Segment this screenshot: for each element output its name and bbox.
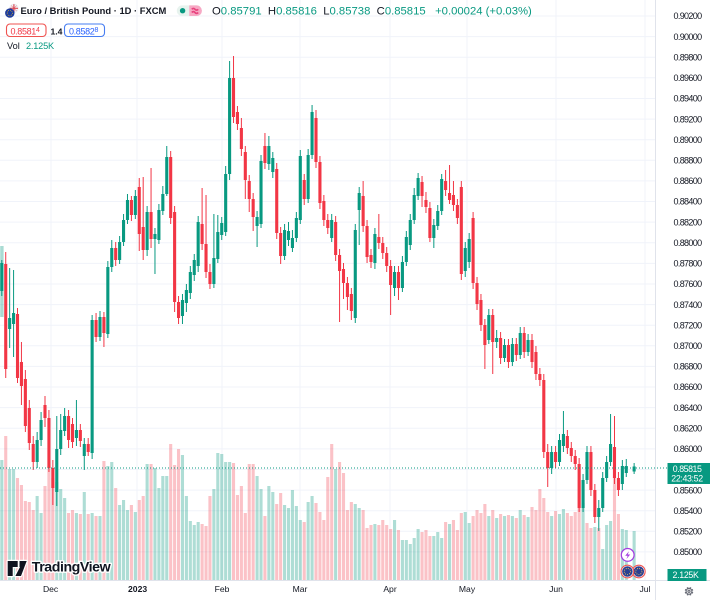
svg-text:0.89400: 0.89400 bbox=[674, 94, 703, 104]
svg-text:Jul: Jul bbox=[640, 584, 651, 594]
svg-text:0.89600: 0.89600 bbox=[674, 73, 703, 83]
svg-text:0.88600: 0.88600 bbox=[674, 176, 703, 186]
svg-text:0.85200: 0.85200 bbox=[674, 527, 703, 537]
svg-text:0.90200: 0.90200 bbox=[674, 11, 703, 21]
svg-text:2.125K: 2.125K bbox=[673, 570, 700, 580]
svg-text:0.85828: 0.85828 bbox=[69, 27, 98, 37]
svg-text:0.88200: 0.88200 bbox=[674, 217, 703, 227]
svg-text:Jun: Jun bbox=[549, 584, 563, 594]
svg-text:0.87400: 0.87400 bbox=[674, 300, 703, 310]
svg-text:2023: 2023 bbox=[128, 584, 147, 594]
svg-text:0.89000: 0.89000 bbox=[674, 135, 703, 145]
svg-text:Dec: Dec bbox=[43, 584, 59, 594]
svg-text:TradingView: TradingView bbox=[32, 559, 112, 575]
svg-text:0.89200: 0.89200 bbox=[674, 114, 703, 124]
svg-text:1.4: 1.4 bbox=[51, 26, 63, 36]
svg-text:0.86600: 0.86600 bbox=[674, 382, 703, 392]
svg-text:0.85814: 0.85814 bbox=[11, 27, 40, 37]
svg-text:0.89800: 0.89800 bbox=[674, 52, 703, 62]
svg-text:0.85815: 0.85815 bbox=[673, 464, 702, 474]
svg-text:0.85600: 0.85600 bbox=[674, 485, 703, 495]
svg-text:0.88000: 0.88000 bbox=[674, 238, 703, 248]
svg-text:22:43:52: 22:43:52 bbox=[671, 473, 703, 483]
svg-text:0.88800: 0.88800 bbox=[674, 156, 703, 166]
svg-text:2.125K: 2.125K bbox=[26, 41, 55, 51]
svg-text:O0.85791 H0.85816 L0.85738: O0.85791 H0.85816 L0.85738 C0.85815 +0.0… bbox=[212, 5, 532, 17]
svg-text:Feb: Feb bbox=[215, 584, 230, 594]
svg-text:0.86800: 0.86800 bbox=[674, 362, 703, 372]
svg-text:0.86000: 0.86000 bbox=[674, 444, 703, 454]
svg-text:0.85000: 0.85000 bbox=[674, 547, 703, 557]
svg-text:0.87200: 0.87200 bbox=[674, 320, 703, 330]
svg-text:Vol: Vol bbox=[7, 41, 20, 51]
svg-text:Apr: Apr bbox=[383, 584, 397, 594]
svg-text:0.86400: 0.86400 bbox=[674, 403, 703, 413]
svg-text:0.88400: 0.88400 bbox=[674, 197, 703, 207]
svg-text:Mar: Mar bbox=[293, 584, 308, 594]
svg-text:Euro / British Pound · 1D · FX: Euro / British Pound · 1D · FXCM bbox=[21, 5, 167, 16]
svg-text:0.87600: 0.87600 bbox=[674, 279, 703, 289]
svg-text:May: May bbox=[459, 584, 476, 594]
svg-text:0.85400: 0.85400 bbox=[674, 506, 703, 516]
svg-text:0.90000: 0.90000 bbox=[674, 32, 703, 42]
svg-text:0.87000: 0.87000 bbox=[674, 341, 703, 351]
svg-text:0.86200: 0.86200 bbox=[674, 424, 703, 434]
svg-text:0.87800: 0.87800 bbox=[674, 259, 703, 269]
